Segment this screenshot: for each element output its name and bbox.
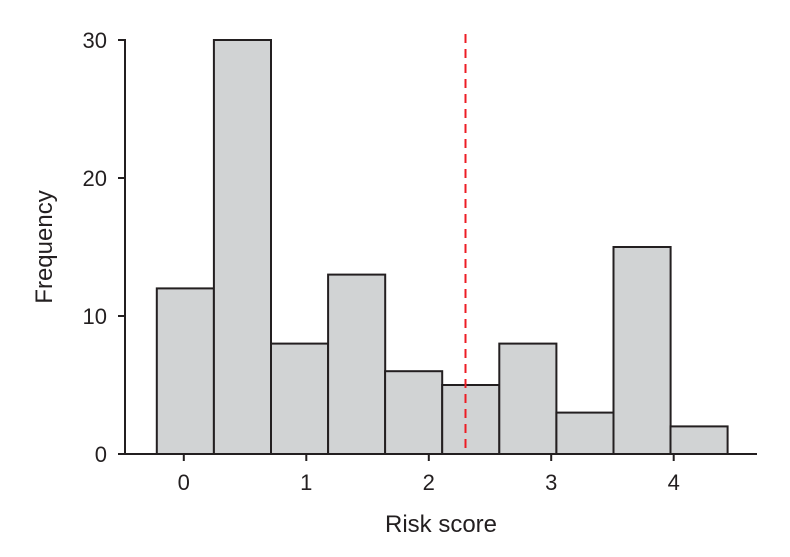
histogram-bar [669,425,729,455]
x-tick-label: 1 [300,470,312,495]
y-tick-label: 0 [95,442,107,467]
bars-layer [155,39,729,456]
x-tick-label: 0 [178,470,190,495]
histogram-bar [555,411,615,456]
y-tick-label: 30 [83,28,107,53]
x-axis-title: Risk score [385,511,497,538]
histogram-bar [212,39,272,455]
histogram-bar [612,246,672,455]
histogram-bar [498,342,558,456]
x-tick-label: 2 [423,470,435,495]
histogram-bar [327,273,387,455]
histogram-bar [384,370,444,456]
axes-layer [118,39,757,461]
histogram-bar [441,384,501,455]
histogram-bar [270,342,330,456]
tick-labels-layer: 0 10 20 30 0 1 2 3 4 [83,28,680,495]
x-tick-label: 3 [545,470,557,495]
x-tick-label: 4 [668,470,680,495]
y-tick-label: 20 [83,166,107,191]
y-tick-label: 10 [83,304,107,329]
y-axis-title: Frequency [31,190,58,303]
histogram-bar [155,287,215,455]
